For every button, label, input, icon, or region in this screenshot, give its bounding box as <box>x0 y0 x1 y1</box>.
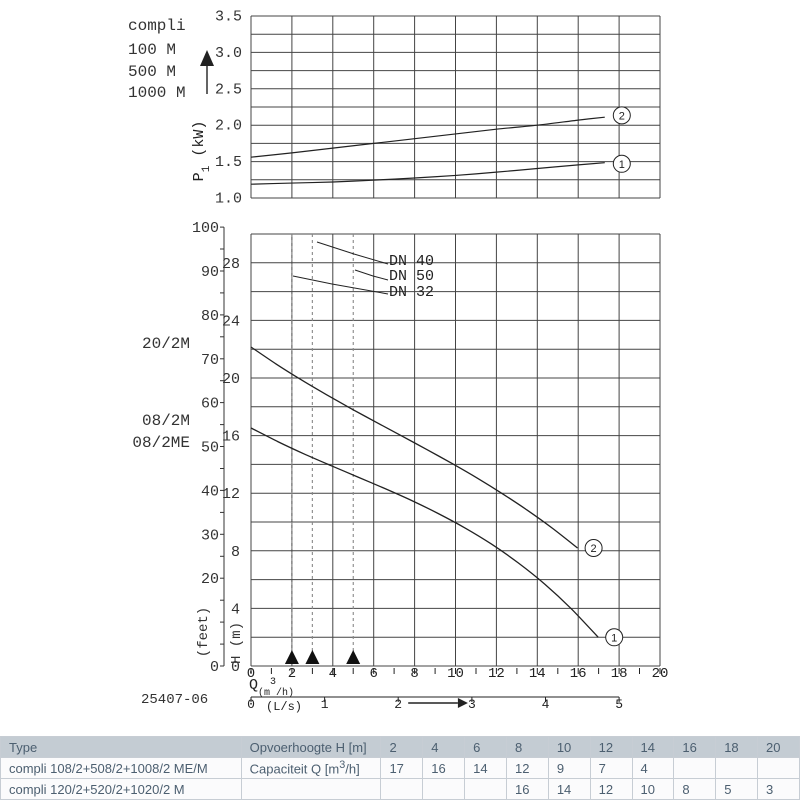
svg-text:60: 60 <box>201 396 219 413</box>
svg-text:2.5: 2.5 <box>215 81 242 98</box>
svg-text:1.0: 1.0 <box>215 191 242 208</box>
svg-text:08/2M: 08/2M <box>142 412 190 430</box>
svg-text:2: 2 <box>591 543 597 555</box>
svg-text:4: 4 <box>231 601 240 618</box>
svg-text:8: 8 <box>231 544 240 561</box>
svg-text:0: 0 <box>210 659 219 676</box>
svg-text:80: 80 <box>201 308 219 325</box>
svg-text:100: 100 <box>192 220 219 237</box>
svg-text:DN 50: DN 50 <box>389 268 434 285</box>
svg-text:90: 90 <box>201 264 219 281</box>
svg-text:2: 2 <box>619 110 625 122</box>
svg-text:1: 1 <box>611 632 617 644</box>
svg-text:1.5: 1.5 <box>215 154 242 171</box>
svg-text:50: 50 <box>201 440 219 457</box>
svg-text:70: 70 <box>201 352 219 369</box>
svg-text:20: 20 <box>222 371 240 388</box>
svg-text:28: 28 <box>222 256 240 273</box>
svg-text:1000 M: 1000 M <box>128 84 186 102</box>
svg-text:H (m): H (m) <box>229 622 245 664</box>
svg-text:DN 32: DN 32 <box>389 284 434 301</box>
svg-text:(feet): (feet) <box>196 607 212 657</box>
svg-text:24: 24 <box>222 313 240 330</box>
svg-text:100 M: 100 M <box>128 41 176 59</box>
svg-text:12: 12 <box>222 486 240 503</box>
svg-text:(L/s): (L/s) <box>266 700 302 714</box>
svg-text:1: 1 <box>619 159 625 171</box>
svg-text:500 M: 500 M <box>128 63 176 81</box>
svg-text:25407-06: 25407-06 <box>141 692 208 708</box>
svg-text:08/2ME: 08/2ME <box>132 434 190 452</box>
svg-text:30: 30 <box>201 527 219 544</box>
svg-text:compli: compli <box>128 17 186 35</box>
svg-text:20/2M: 20/2M <box>142 335 190 353</box>
svg-text:3.0: 3.0 <box>215 45 242 62</box>
svg-text:40: 40 <box>201 483 219 500</box>
svg-text:20: 20 <box>201 571 219 588</box>
svg-text:16: 16 <box>222 429 240 446</box>
svg-text:2.0: 2.0 <box>215 118 242 135</box>
svg-text:3.5: 3.5 <box>215 9 242 26</box>
